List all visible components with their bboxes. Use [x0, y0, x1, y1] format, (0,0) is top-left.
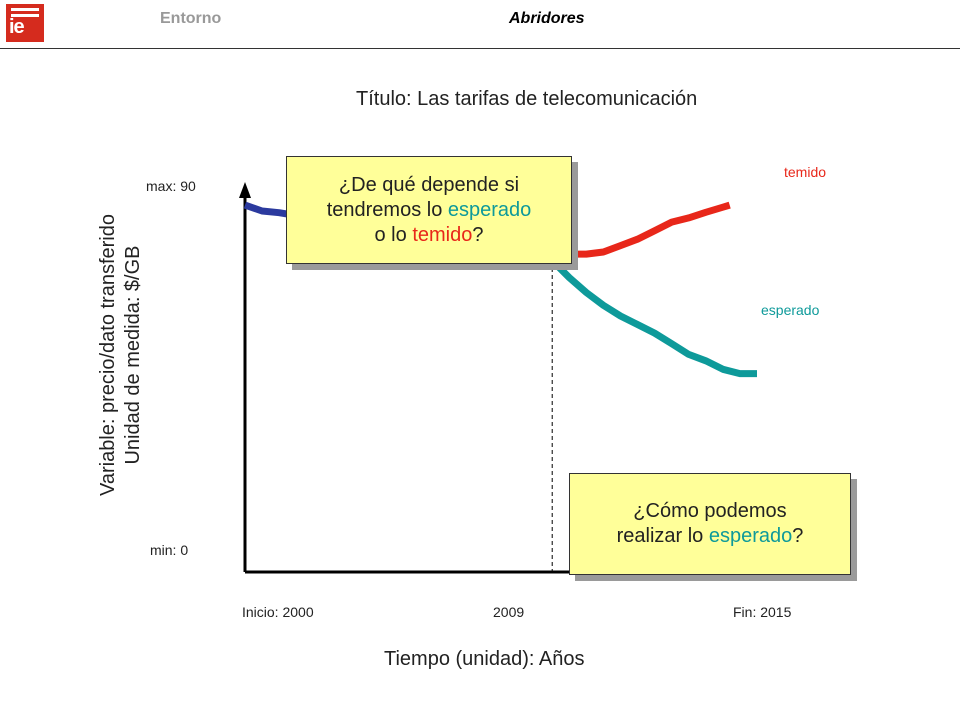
callout-line: ¿De qué depende si [338, 173, 520, 196]
callout-question-action: ¿Cómo podemos realizar lo esperado? [569, 473, 851, 575]
y-axis-arrow [239, 182, 251, 198]
x-tick-mid: 2009 [493, 604, 525, 620]
x-tick-start: Inicio: 2000 [242, 604, 314, 620]
logo-text: ie [9, 16, 25, 38]
callout-question-outcome: ¿De qué depende si tendremos lo esperado… [286, 156, 572, 264]
section-label: Entorno [160, 10, 222, 27]
series-label-temido: temido [784, 164, 827, 180]
y-axis-title: Variable: precio/dato transferido Unidad… [96, 175, 146, 535]
series-temido-line [550, 201, 731, 264]
series-esperado-line [549, 258, 757, 378]
callout-line: ¿Cómo podemos [633, 500, 787, 522]
series-label-esperado: esperado [761, 302, 820, 318]
y-tick-max: max: 90 [146, 178, 196, 194]
y-tick-min: min: 0 [150, 542, 189, 558]
ie-logo: ie [6, 4, 44, 42]
series-historic-line [243, 201, 294, 219]
highlight-esperado: esperado [447, 198, 532, 221]
y-axis-title-line2: Unidad de medida: $/GB [122, 245, 144, 465]
y-axis-title-line1: Variable: precio/dato transferido [97, 214, 119, 497]
highlight-temido: temido [412, 223, 473, 246]
callout-line: realizar lo esperado? [616, 525, 804, 547]
highlight-esperado: esperado [708, 525, 793, 547]
callout-line: tendremos lo esperado [326, 198, 532, 221]
x-tick-end: Fin: 2015 [733, 604, 792, 620]
callout-line: o lo temido? [374, 223, 484, 246]
subsection-label: Abridores [509, 10, 585, 27]
slide-title: Título: Las tarifas de telecomunicación [356, 88, 698, 110]
header-divider [0, 48, 960, 49]
x-axis-title: Tiempo (unidad): Años [384, 648, 585, 670]
